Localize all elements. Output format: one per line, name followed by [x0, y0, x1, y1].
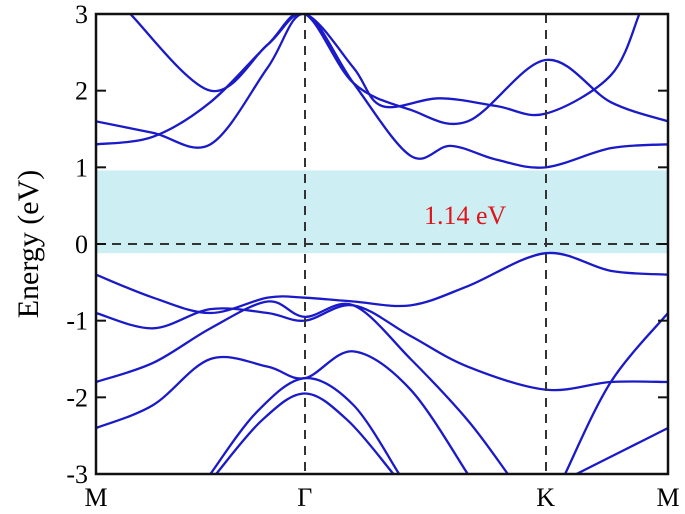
x-tick-label: K — [536, 483, 555, 512]
y-tick-label: 1 — [75, 153, 88, 182]
x-tick-label: M — [656, 483, 679, 512]
band-cb1 — [96, 14, 668, 169]
y-ticks: 3 2 1 0 -1 -2 -3 — [66, 0, 668, 489]
x-tick-label: Γ — [297, 483, 312, 512]
band-vb6 — [215, 392, 395, 474]
y-tick-label: 3 — [75, 0, 88, 29]
y-axis-title: Energy (eV) — [12, 170, 45, 319]
band-lines — [96, 14, 668, 474]
x-tick-label: M — [84, 483, 107, 512]
band-vb3 — [96, 300, 509, 474]
band-vb2 — [96, 304, 668, 392]
band-vb7 — [564, 312, 668, 474]
annotation-gap: 1.14 eV — [424, 201, 507, 230]
y-tick-label: -3 — [66, 460, 88, 489]
band-vb4 — [96, 350, 469, 474]
y-tick-label: -2 — [66, 383, 88, 412]
band-vb1 — [96, 251, 668, 315]
gap-region — [96, 170, 668, 254]
band-cb2 — [96, 14, 668, 146]
y-tick-label: -1 — [66, 307, 88, 336]
y-tick-label: 2 — [75, 77, 88, 106]
y-tick-label: 0 — [75, 230, 88, 259]
band-vb5 — [209, 377, 401, 474]
band-vb8 — [575, 426, 668, 474]
band-cb3 — [129, 14, 641, 117]
